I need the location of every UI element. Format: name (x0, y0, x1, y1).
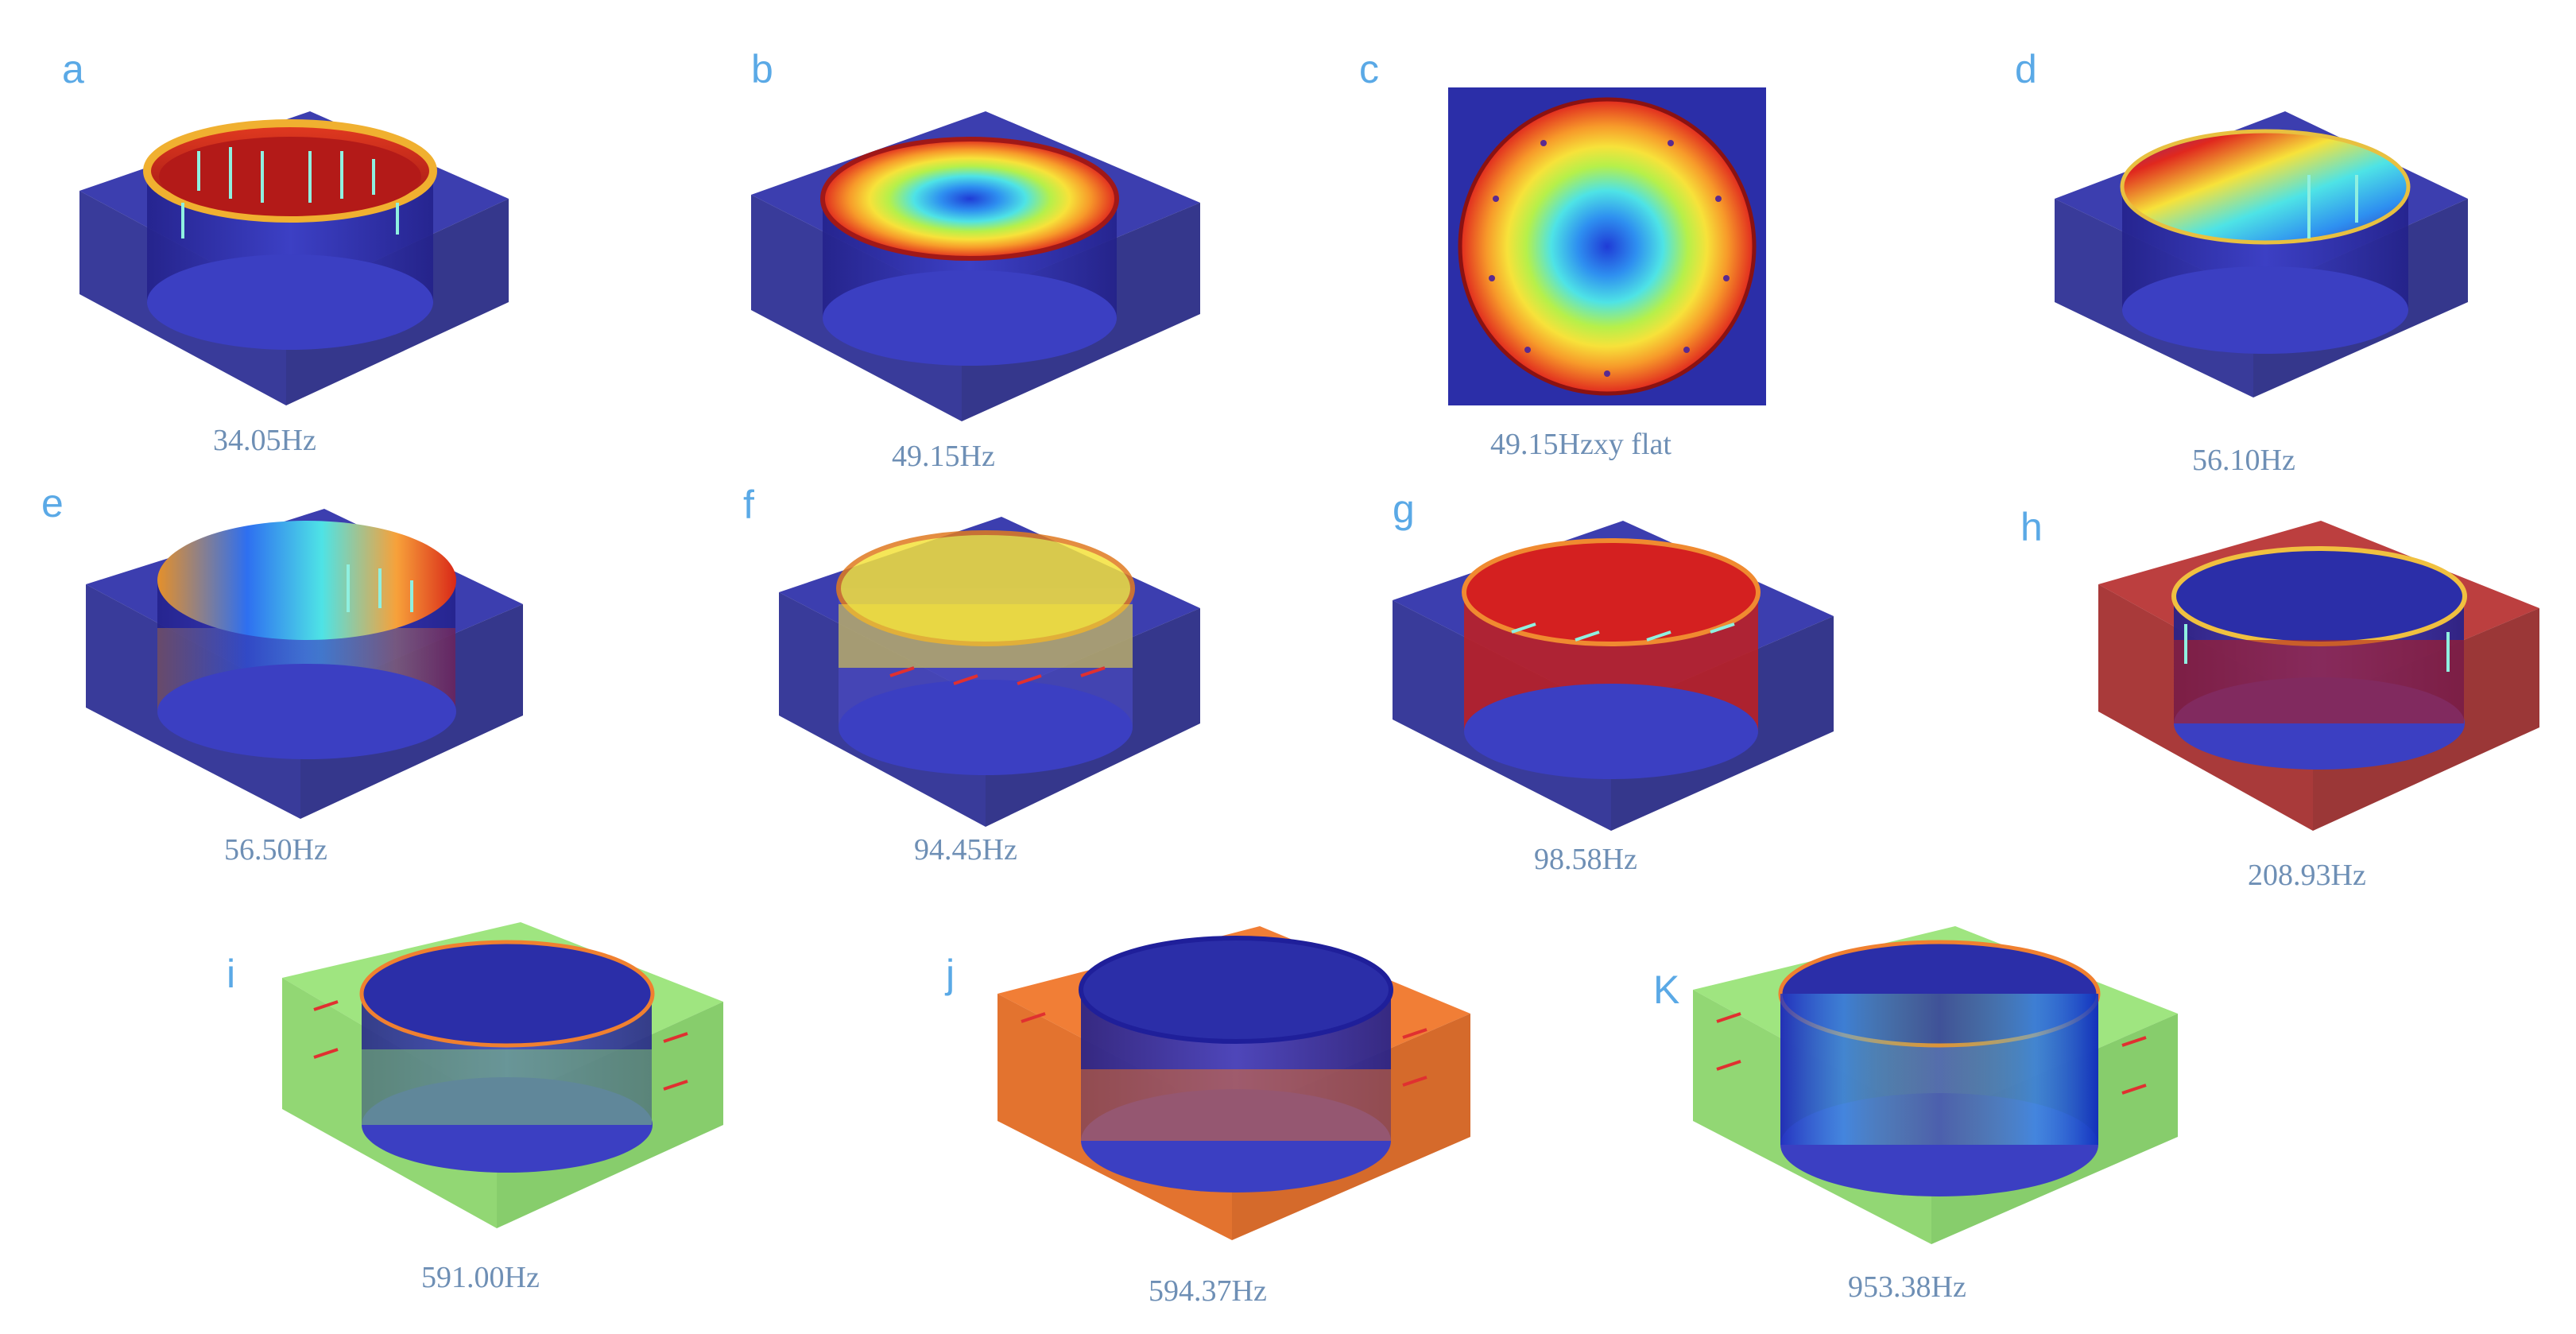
panel-caption-a: 34.05Hz (213, 424, 316, 457)
mode-shape-k (1693, 926, 2178, 1244)
panel-letter-a: a (62, 47, 84, 91)
panel-caption-g: 98.58Hz (1534, 843, 1637, 876)
panel-letter-k: K (1653, 968, 1680, 1012)
mode-shape-f (779, 517, 1200, 827)
panel-letter-h: h (2020, 505, 2043, 549)
panel-caption-i: 591.00Hz (421, 1261, 540, 1294)
panel-letter-i: i (227, 952, 236, 996)
panel-caption-f: 94.45Hz (914, 833, 1017, 867)
panel-caption-c: 49.15Hzxy flat (1490, 428, 1671, 461)
mode-shape-h (2098, 521, 2539, 831)
panel-caption-b: 49.15Hz (892, 440, 995, 473)
panel-letter-c: c (1359, 47, 1379, 91)
mode-shape-e (86, 509, 523, 819)
mode-shape-i (282, 922, 723, 1228)
panel-letter-g: g (1393, 487, 1415, 531)
panel-letter-d: d (2015, 47, 2037, 91)
panel-letter-f: f (743, 483, 754, 527)
panel-letter-j: j (946, 952, 955, 996)
panel-caption-h: 208.93Hz (2248, 859, 2366, 892)
panel-caption-j: 594.37Hz (1149, 1274, 1267, 1308)
mode-shape-d (2055, 111, 2468, 397)
panel-caption-e: 56.50Hz (224, 833, 327, 867)
panel-letter-e: e (41, 481, 64, 525)
mode-shape-j (997, 926, 1470, 1240)
panel-caption-k: 953.38Hz (1848, 1270, 1966, 1304)
panel-caption-d: 56.10Hz (2192, 444, 2295, 477)
mode-shape-a (79, 111, 509, 405)
mode-shape-b (751, 111, 1200, 421)
panel-letter-b: b (751, 47, 773, 91)
mode-shape-c-top-view (1448, 87, 1766, 405)
mode-shape-g (1393, 521, 1834, 831)
